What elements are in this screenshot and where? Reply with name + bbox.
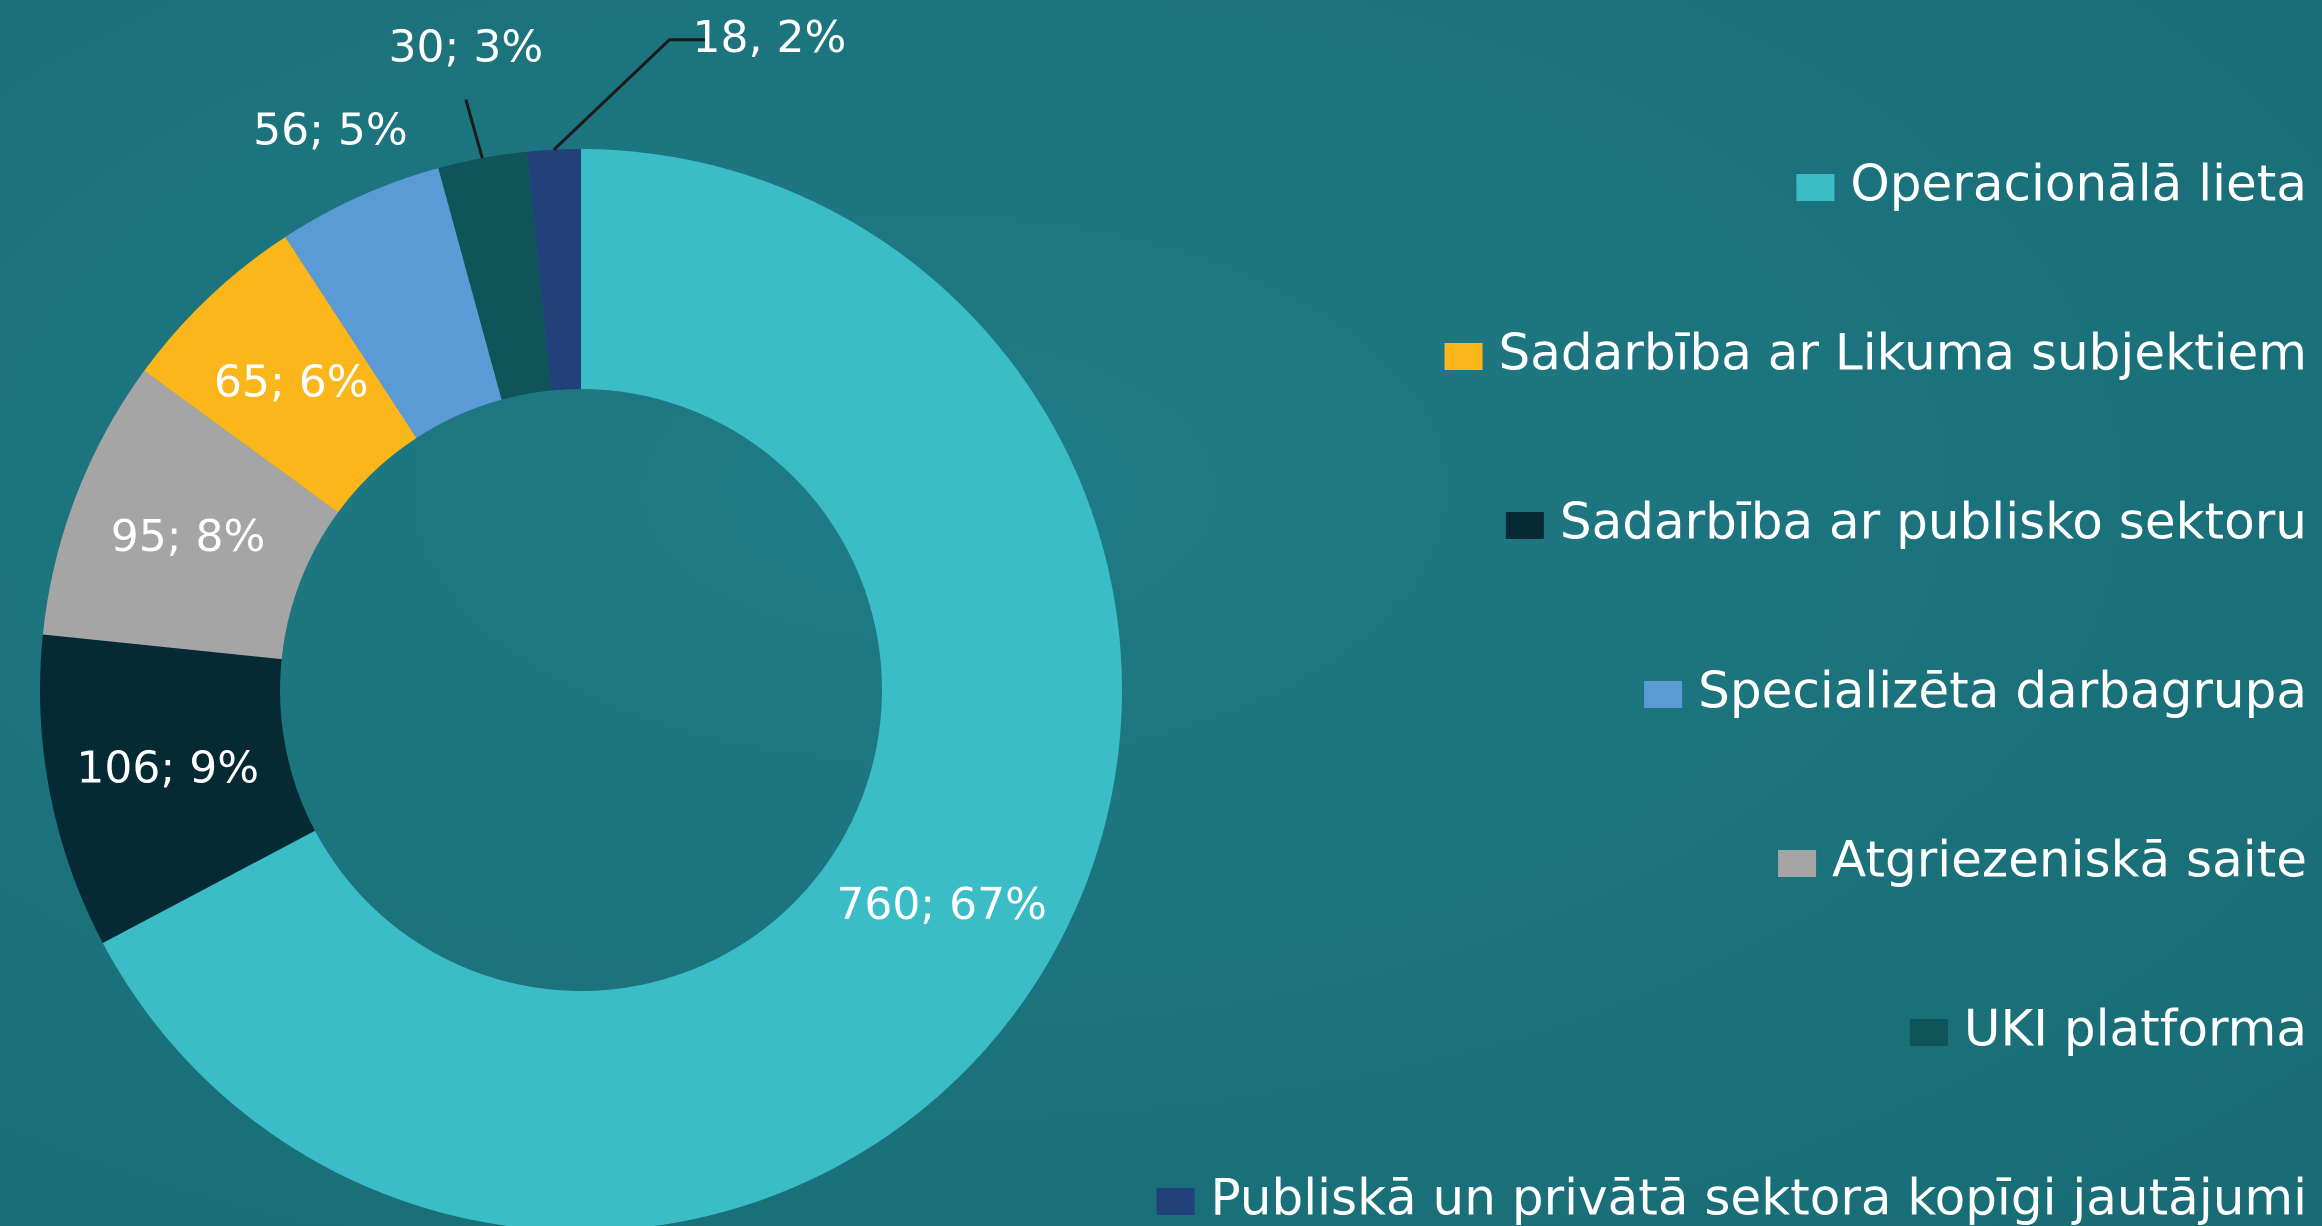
legend-label: Atgriezeniskā saite — [1832, 831, 2307, 889]
slice — [42, 370, 338, 660]
data-label: 760; 67% — [836, 879, 1047, 930]
legend-label: Operacionālā lieta — [1850, 155, 2307, 213]
legend-swatch — [1505, 512, 1544, 539]
legend-label: Sadarbība ar Likuma subjektiem — [1499, 324, 2307, 382]
slice — [526, 149, 581, 391]
data-label: 18, 2% — [693, 12, 847, 63]
slice — [144, 236, 417, 513]
legend-label: UKI platforma — [1964, 1000, 2307, 1058]
legend-label: Specializēta darbagrupa — [1698, 662, 2307, 720]
legend-swatch — [1909, 1019, 1948, 1046]
legend-swatch — [1156, 1188, 1195, 1215]
data-label: 95; 8% — [111, 511, 266, 562]
data-label: 65; 6% — [214, 357, 369, 408]
leader-line — [552, 38, 710, 151]
slice — [285, 168, 502, 438]
legend-label: Sadarbība ar publisko sektoru — [1560, 493, 2307, 551]
legend-swatch — [1644, 681, 1683, 708]
data-label: 56; 5% — [253, 105, 408, 156]
slice — [438, 151, 551, 400]
data-label: 106; 9% — [76, 742, 259, 793]
slice — [102, 149, 1122, 1226]
legend-swatch — [1796, 174, 1835, 201]
legend-label: Publiskā un privātā sektora kopīgi jautā… — [1211, 1169, 2307, 1226]
slice — [39, 634, 315, 943]
legend-swatch — [1778, 850, 1817, 877]
leader-line — [464, 99, 484, 159]
data-label: 30; 3% — [389, 22, 544, 73]
legend-swatch — [1444, 343, 1483, 370]
